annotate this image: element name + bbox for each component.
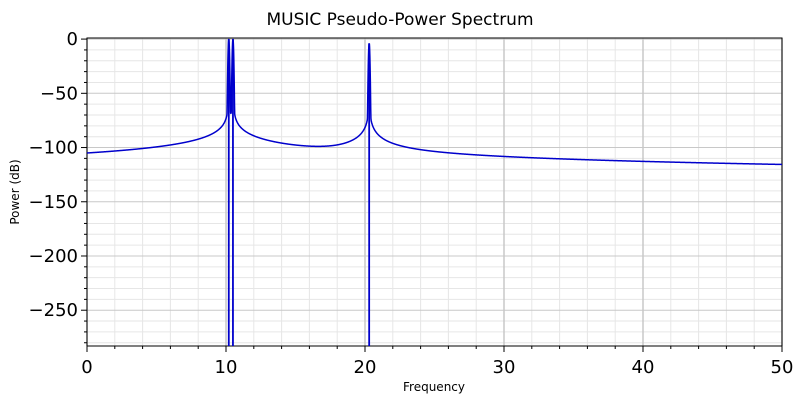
chart-title: MUSIC Pseudo-Power Spectrum [266,10,533,30]
plot-frame [86,37,783,347]
x-tick-label: 50 [771,357,794,378]
y-tick-label: −250 [29,300,78,321]
x-tick-label: 0 [81,357,92,378]
x-tick-label: 10 [215,357,238,378]
y-tick-label: −200 [29,246,78,267]
y-tick-label: −150 [29,192,78,213]
x-tick-label: 20 [354,357,377,378]
minor-grid [87,38,782,346]
x-axis-label: Frequency [403,380,465,394]
y-tick-label: −50 [40,83,78,104]
y-axis: 0 −50 −100 −150 −200 −250 [29,29,87,344]
y-axis-label: Power (dB) [8,159,22,224]
major-grid [86,38,783,346]
x-axis: 0 10 20 30 40 50 [81,346,793,378]
y-tick-label: 0 [67,29,78,50]
x-tick-label: 30 [493,357,516,378]
y-tick-label: −100 [29,138,78,159]
x-tick-label: 40 [632,357,655,378]
series-line [86,38,783,166]
